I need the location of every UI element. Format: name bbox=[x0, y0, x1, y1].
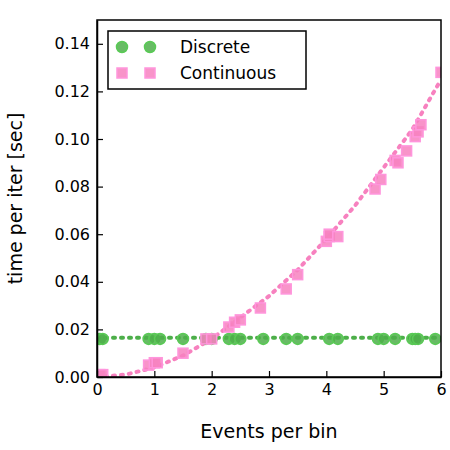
tick-mark bbox=[97, 91, 103, 92]
tick-mark bbox=[97, 234, 103, 235]
point bbox=[178, 348, 188, 358]
tick-label: 0.00 bbox=[54, 368, 90, 387]
tick-label: 3 bbox=[264, 380, 274, 399]
point bbox=[430, 333, 441, 344]
tick-mark bbox=[97, 139, 103, 140]
tick-label: 0.12 bbox=[54, 82, 90, 101]
tick-mark bbox=[154, 371, 155, 377]
point bbox=[235, 333, 246, 344]
tick-mark bbox=[97, 282, 103, 283]
tick-label: 0.04 bbox=[54, 272, 90, 291]
point bbox=[376, 174, 386, 184]
tick-label: 0.06 bbox=[54, 225, 90, 244]
point bbox=[393, 158, 403, 168]
tick: 0.04 bbox=[54, 272, 103, 291]
legend-label: Discrete bbox=[180, 37, 250, 57]
axis-line bbox=[97, 21, 99, 378]
tick: 0.12 bbox=[54, 82, 103, 101]
tick-label: 2 bbox=[207, 380, 217, 399]
point bbox=[281, 333, 292, 344]
point bbox=[258, 333, 269, 344]
point bbox=[390, 333, 401, 344]
tick: 0.02 bbox=[54, 320, 103, 339]
tick-mark bbox=[97, 187, 103, 188]
tick-label: 0 bbox=[92, 380, 102, 399]
point bbox=[292, 333, 303, 344]
legend-symbol bbox=[117, 42, 128, 53]
tick: 1 bbox=[150, 371, 160, 399]
tick-label: 1 bbox=[150, 380, 160, 399]
legend-label: Continuous bbox=[180, 63, 276, 83]
x-axis-title: Events per bin bbox=[200, 420, 337, 442]
tick-label: 0.10 bbox=[54, 130, 90, 149]
tick-label: 4 bbox=[322, 380, 332, 399]
point bbox=[97, 333, 108, 344]
point bbox=[333, 232, 343, 242]
point bbox=[413, 333, 424, 344]
chart: 0 1 2 3 4 5 6 0.00 0.02 0.04 0.06 0.08 0.10 0.12 0.14 D… bbox=[0, 0, 450, 450]
tick-label: 6 bbox=[436, 380, 446, 399]
tick-label: 0.02 bbox=[54, 320, 90, 339]
tick: 0.08 bbox=[54, 177, 103, 196]
legend: Discrete Continuous bbox=[108, 31, 306, 89]
frame bbox=[97, 20, 441, 377]
legend-symbol bbox=[145, 68, 155, 78]
y-axis-title: time per iter [sec] bbox=[4, 113, 26, 285]
x-axis: 0 1 2 3 4 5 6 bbox=[92, 371, 446, 399]
plot-area: 0 1 2 3 4 5 6 0.00 0.02 0.04 0.06 0.08 0.10 0.12 0.14 D… bbox=[54, 20, 446, 399]
point bbox=[332, 333, 343, 344]
tick: 2 bbox=[207, 371, 217, 399]
tick: 5 bbox=[379, 371, 389, 399]
legend-symbol bbox=[117, 68, 127, 78]
point bbox=[416, 120, 426, 130]
point bbox=[281, 284, 291, 294]
point bbox=[255, 303, 265, 313]
tick-mark bbox=[269, 371, 270, 377]
fit-line bbox=[97, 80, 441, 378]
marks bbox=[97, 67, 441, 377]
legend-symbol bbox=[145, 42, 156, 53]
tick-label: 0.14 bbox=[54, 34, 90, 53]
point bbox=[293, 270, 303, 280]
tick-label: 5 bbox=[379, 380, 389, 399]
tick: 6 bbox=[436, 371, 446, 399]
point bbox=[402, 146, 412, 156]
point bbox=[155, 333, 166, 344]
point bbox=[178, 333, 189, 344]
tick: 3 bbox=[264, 371, 274, 399]
point bbox=[152, 358, 162, 368]
tick: 0.10 bbox=[54, 130, 103, 149]
tick: 0.00 bbox=[54, 368, 103, 387]
tick-mark bbox=[212, 371, 213, 377]
tick: 0.14 bbox=[54, 34, 103, 53]
tick-mark bbox=[97, 44, 103, 45]
point bbox=[98, 370, 108, 377]
point bbox=[235, 315, 245, 325]
legend-box bbox=[108, 31, 306, 89]
tick: 0.06 bbox=[54, 225, 103, 244]
tick-mark bbox=[97, 377, 103, 378]
tick-label: 0.08 bbox=[54, 177, 90, 196]
point bbox=[370, 184, 380, 194]
tick-mark bbox=[441, 371, 442, 377]
tick-mark bbox=[97, 329, 103, 330]
tick: 4 bbox=[322, 371, 332, 399]
point bbox=[206, 333, 217, 344]
tick-mark bbox=[384, 371, 385, 377]
point bbox=[207, 334, 217, 344]
y-axis: 0.00 0.02 0.04 0.06 0.08 0.10 0.12 0.14 bbox=[54, 21, 103, 387]
point bbox=[378, 333, 389, 344]
tick-mark bbox=[326, 371, 327, 377]
